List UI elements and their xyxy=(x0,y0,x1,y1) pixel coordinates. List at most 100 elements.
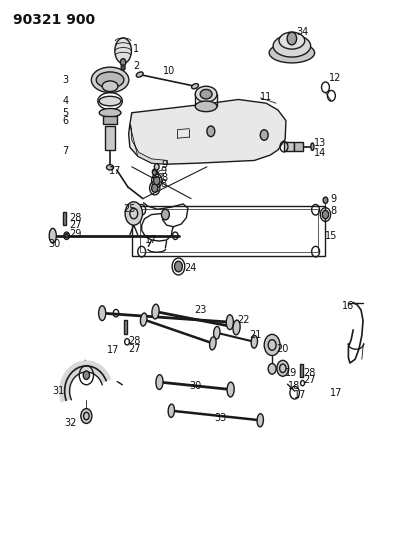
Text: 33: 33 xyxy=(215,413,227,423)
Ellipse shape xyxy=(99,306,106,320)
Ellipse shape xyxy=(152,304,159,319)
Bar xyxy=(300,364,303,377)
Bar xyxy=(284,142,294,151)
Bar xyxy=(62,212,66,225)
Text: 12: 12 xyxy=(329,72,341,83)
Circle shape xyxy=(174,261,182,272)
Bar xyxy=(103,116,117,124)
Circle shape xyxy=(125,202,142,225)
Circle shape xyxy=(65,233,68,238)
Text: 9: 9 xyxy=(162,160,168,169)
Text: 10: 10 xyxy=(164,67,176,76)
Text: 27: 27 xyxy=(129,344,141,354)
Ellipse shape xyxy=(214,326,220,339)
Ellipse shape xyxy=(49,228,57,243)
Text: 28: 28 xyxy=(69,213,82,223)
Ellipse shape xyxy=(96,72,124,88)
Ellipse shape xyxy=(311,143,314,150)
Text: 28: 28 xyxy=(129,336,141,346)
Text: 17: 17 xyxy=(294,390,306,400)
Text: 14: 14 xyxy=(314,148,327,158)
Polygon shape xyxy=(129,100,286,164)
Text: 15: 15 xyxy=(325,231,337,241)
Ellipse shape xyxy=(279,32,305,49)
Circle shape xyxy=(81,409,92,423)
Text: 26: 26 xyxy=(151,170,163,180)
Text: 90321 900: 90321 900 xyxy=(13,13,96,27)
Ellipse shape xyxy=(107,165,114,170)
Text: 32: 32 xyxy=(64,418,76,428)
Circle shape xyxy=(207,126,215,136)
Circle shape xyxy=(154,164,159,170)
Circle shape xyxy=(264,334,280,356)
Ellipse shape xyxy=(99,109,121,117)
Ellipse shape xyxy=(269,43,314,63)
Text: 9: 9 xyxy=(330,193,336,204)
Ellipse shape xyxy=(191,84,199,89)
Ellipse shape xyxy=(91,67,129,93)
Circle shape xyxy=(162,209,170,220)
Text: 34: 34 xyxy=(296,27,308,37)
Text: 27: 27 xyxy=(69,220,82,230)
Bar xyxy=(294,142,302,151)
Text: 3: 3 xyxy=(62,75,69,85)
Text: 17: 17 xyxy=(330,387,343,398)
Text: 17: 17 xyxy=(109,166,121,176)
Text: 22: 22 xyxy=(238,314,250,325)
Circle shape xyxy=(287,32,297,45)
Text: 8: 8 xyxy=(162,173,168,183)
Ellipse shape xyxy=(200,90,212,99)
Ellipse shape xyxy=(156,375,163,390)
Circle shape xyxy=(154,176,160,185)
Circle shape xyxy=(322,211,329,219)
Circle shape xyxy=(121,65,125,70)
Text: 17: 17 xyxy=(144,235,157,245)
Ellipse shape xyxy=(102,81,118,92)
Text: 19: 19 xyxy=(285,368,297,377)
Text: 13: 13 xyxy=(314,139,327,149)
Text: 25: 25 xyxy=(123,204,136,214)
Text: 18: 18 xyxy=(288,381,300,391)
Circle shape xyxy=(152,169,157,175)
Ellipse shape xyxy=(227,382,234,397)
Circle shape xyxy=(268,364,276,374)
Text: 24: 24 xyxy=(184,263,196,272)
Circle shape xyxy=(152,184,158,192)
Text: 8: 8 xyxy=(330,206,336,216)
Text: 5: 5 xyxy=(62,108,69,118)
Bar xyxy=(105,126,115,150)
Ellipse shape xyxy=(251,335,258,348)
Text: 27: 27 xyxy=(304,375,316,385)
Ellipse shape xyxy=(195,101,217,112)
Text: 1: 1 xyxy=(133,44,139,54)
Circle shape xyxy=(260,130,268,140)
Ellipse shape xyxy=(195,86,217,102)
Ellipse shape xyxy=(136,72,143,77)
Ellipse shape xyxy=(233,320,240,335)
Ellipse shape xyxy=(257,414,263,427)
Text: 30: 30 xyxy=(48,239,60,249)
Text: 20: 20 xyxy=(277,344,289,354)
Circle shape xyxy=(120,59,126,66)
Text: 4: 4 xyxy=(62,96,69,106)
Ellipse shape xyxy=(210,337,216,350)
Text: 21: 21 xyxy=(250,330,262,341)
Ellipse shape xyxy=(273,35,311,57)
Text: 6: 6 xyxy=(62,116,69,126)
Circle shape xyxy=(277,360,289,376)
Text: 31: 31 xyxy=(53,386,65,396)
Ellipse shape xyxy=(99,96,121,106)
Text: 17: 17 xyxy=(107,345,120,356)
Polygon shape xyxy=(130,124,168,164)
Text: 28: 28 xyxy=(304,368,316,377)
Text: 11: 11 xyxy=(260,92,273,102)
Text: 9: 9 xyxy=(161,166,167,176)
Text: 7: 7 xyxy=(62,146,69,156)
Text: 2: 2 xyxy=(133,61,139,70)
Text: 29: 29 xyxy=(69,229,82,239)
Text: 30: 30 xyxy=(189,381,201,391)
Text: 16: 16 xyxy=(342,301,354,311)
Ellipse shape xyxy=(168,404,174,417)
Text: 23: 23 xyxy=(194,305,207,315)
Bar xyxy=(124,319,127,334)
